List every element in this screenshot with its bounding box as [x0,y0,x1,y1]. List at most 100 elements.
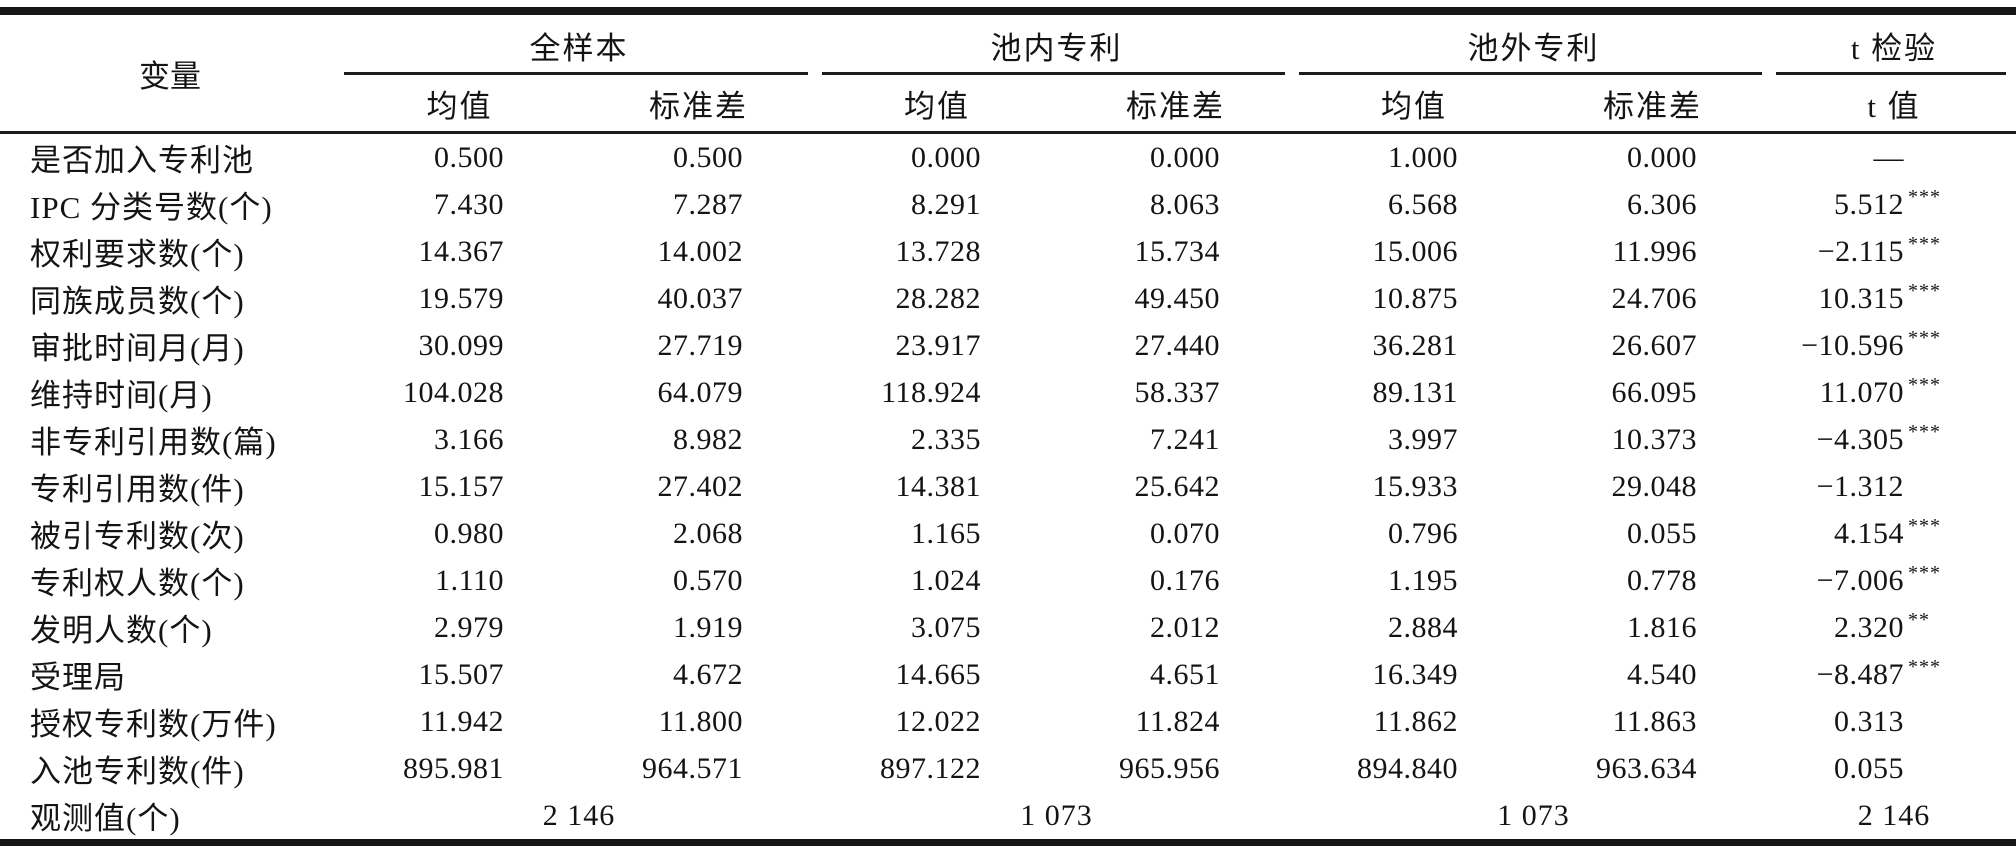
table-row: 受理局 15.507 4.672 14.665 4.651 16.349 4.540 −8.4… [0,651,2016,698]
stat-value: 0.070 [1150,516,1220,550]
column-header-variable: 变量 [0,11,340,134]
stat-value: 11.863 [1612,704,1697,738]
stat-value: 27.402 [657,469,743,503]
variable-name: 维持时间(月) [30,378,213,413]
stat-value: 0.796 [1388,516,1458,550]
stat-value: 0.000 [1627,140,1697,174]
variable-name: 同族成员数(个) [30,284,245,319]
stat-value: 1.165 [911,516,981,550]
significance-stars: *** [1908,185,1941,208]
t-value-cell: −4.305 *** [1772,416,2016,463]
stat-value: 28.282 [895,281,981,315]
variable-name: 权利要求数(个) [30,237,245,272]
stat-value: 16.349 [1372,657,1458,691]
table-row: 专利权人数(个) 1.110 0.570 1.024 0.176 1.195 0.778 −7… [0,557,2016,604]
stat-value: 11.824 [1135,704,1220,738]
stat-value: 89.131 [1372,375,1458,409]
t-value: 0.313 [1834,704,1904,738]
stat-value: 2.012 [1150,610,1220,644]
t-value: −2.115 [1817,234,1904,268]
stat-value: 0.980 [434,516,504,550]
stat-value: 49.450 [1134,281,1220,315]
observations-count: 1 073 [1497,798,1570,832]
stat-value: 0.500 [434,140,504,174]
table-row: 是否加入专利池 0.500 0.500 0.000 0.000 1.000 0.000 — [0,133,2016,182]
stat-value: 963.634 [1596,751,1697,785]
table-body: 是否加入专利池 0.500 0.500 0.000 0.000 1.000 0.000 — IP… [0,133,2016,843]
stat-value: 8.982 [673,422,743,456]
stat-value: 24.706 [1611,281,1697,315]
stat-value: 7.241 [1150,422,1220,456]
t-value: 4.154 [1834,516,1904,550]
stat-value: 66.095 [1611,375,1697,409]
significance-stars: *** [1908,655,1941,678]
variable-name: 专利权人数(个) [30,566,245,601]
group-header-row: 变量 全样本 池内专利 池外专利 t 检验 [0,11,2016,134]
stat-value: 15.933 [1372,469,1458,503]
variable-name: 审批时间月(月) [30,331,245,366]
t-value: — [1873,140,1904,174]
stat-value: 4.672 [673,657,743,691]
column-group-out-pool-patents: 池外专利 [1295,11,1772,75]
column-header-t-value: t 值 [1772,75,2016,134]
stat-value: 897.122 [880,751,981,785]
stat-value: 4.540 [1627,657,1697,691]
table-row: 审批时间月(月) 30.099 27.719 23.917 27.440 36.281 26… [0,322,2016,369]
stat-value: 7.430 [434,187,504,221]
t-value-cell: 5.512 *** [1772,181,2016,228]
stat-value: 1.024 [911,563,981,597]
stat-value: 4.651 [1150,657,1220,691]
t-value: −7.006 [1816,563,1904,597]
table-row: 授权专利数(万件) 11.942 11.800 12.022 11.824 11.862 1… [0,698,2016,745]
column-header-mean: 均值 [340,75,579,134]
stat-value: 23.917 [895,328,981,362]
significance-stars: *** [1908,420,1941,443]
significance-stars: *** [1908,514,1941,537]
stat-value: 7.287 [673,187,743,221]
t-value: 10.315 [1818,281,1904,315]
column-header-mean: 均值 [818,75,1056,134]
t-value: −4.305 [1816,422,1904,456]
t-value-cell: 0.313 [1772,698,2016,745]
observations-row: 观测值(个) 2 146 1 073 1 073 2 146 [0,792,2016,843]
t-value: 5.512 [1834,187,1904,221]
stat-value: 15.006 [1372,234,1458,268]
t-value-cell: −2.115 *** [1772,228,2016,275]
observations-count: 1 073 [1020,798,1093,832]
stat-value: 36.281 [1372,328,1458,362]
variable-name: 专利引用数(件) [30,472,245,507]
stat-value: 1.816 [1627,610,1697,644]
variable-name: IPC 分类号数(个) [30,190,273,225]
t-value-cell: −7.006 *** [1772,557,2016,604]
variable-name: 授权专利数(万件) [30,707,277,742]
t-value: 2.320 [1834,610,1904,644]
stat-value: 3.075 [911,610,981,644]
column-group-in-pool-patents: 池内专利 [818,11,1295,75]
column-header-sd: 标准差 [1533,75,1772,134]
t-value: 0.055 [1834,751,1904,785]
table-row: 被引专利数(次) 0.980 2.068 1.165 0.070 0.796 0.055 4.… [0,510,2016,557]
table-row: 专利引用数(件) 15.157 27.402 14.381 25.642 15.933 29… [0,463,2016,510]
significance-stars: *** [1908,326,1941,349]
significance-stars: ** [1908,608,1930,631]
stat-value: 0.000 [911,140,981,174]
stat-value: 10.875 [1372,281,1458,315]
t-value-cell: 2.320 ** [1772,604,2016,651]
descriptive-statistics-table: 变量 全样本 池内专利 池外专利 t 检验 均值 标准差 均值 标准差 均值 标… [0,7,2016,846]
stat-value: 0.000 [1150,140,1220,174]
significance-stars: *** [1908,279,1941,302]
column-header-sd: 标准差 [1056,75,1295,134]
stat-value: 11.800 [658,704,743,738]
stat-value: 3.166 [434,422,504,456]
stat-value: 30.099 [418,328,504,362]
t-value-cell: 10.315 *** [1772,275,2016,322]
stat-value: 6.306 [1627,187,1697,221]
stat-value: 14.367 [418,234,504,268]
table-row: 同族成员数(个) 19.579 40.037 28.282 49.450 10.875 24… [0,275,2016,322]
table-header: 变量 全样本 池内专利 池外专利 t 检验 均值 标准差 均值 标准差 均值 标… [0,11,2016,134]
variable-name: 受理局 [30,660,126,695]
column-group-t-test: t 检验 [1772,11,2016,75]
t-value-cell: 0.055 [1772,745,2016,792]
stat-value: 8.063 [1150,187,1220,221]
table-row: 入池专利数(件) 895.981 964.571 897.122 965.956 894.… [0,745,2016,792]
